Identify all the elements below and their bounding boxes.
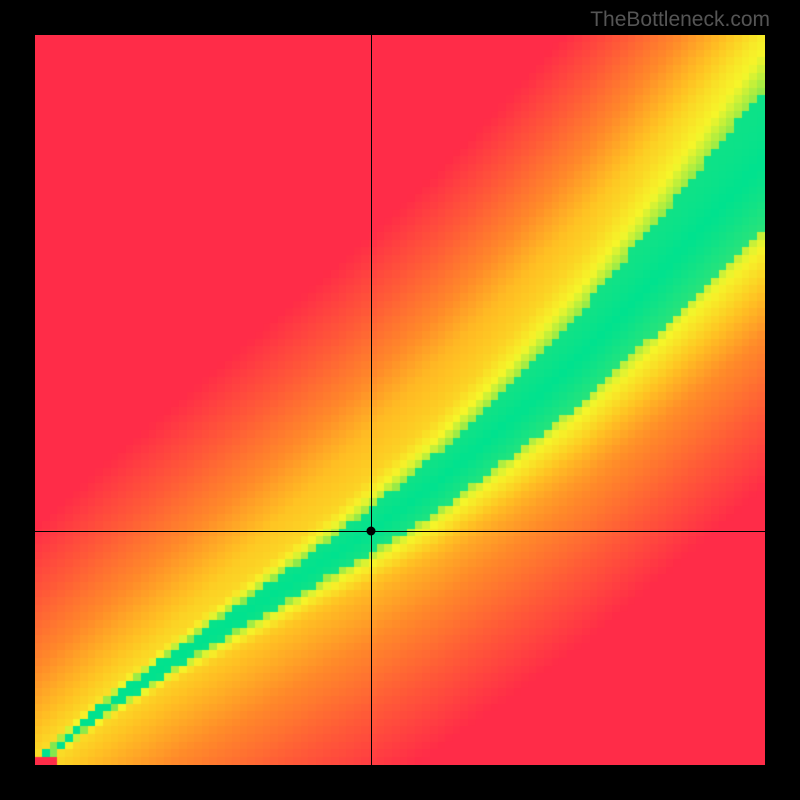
heatmap-plot: [35, 35, 765, 765]
crosshair-vertical: [371, 35, 372, 765]
crosshair-horizontal: [35, 531, 765, 532]
watermark-text: TheBottleneck.com: [590, 8, 770, 32]
heatmap-canvas: [35, 35, 765, 765]
crosshair-marker: [366, 527, 375, 536]
